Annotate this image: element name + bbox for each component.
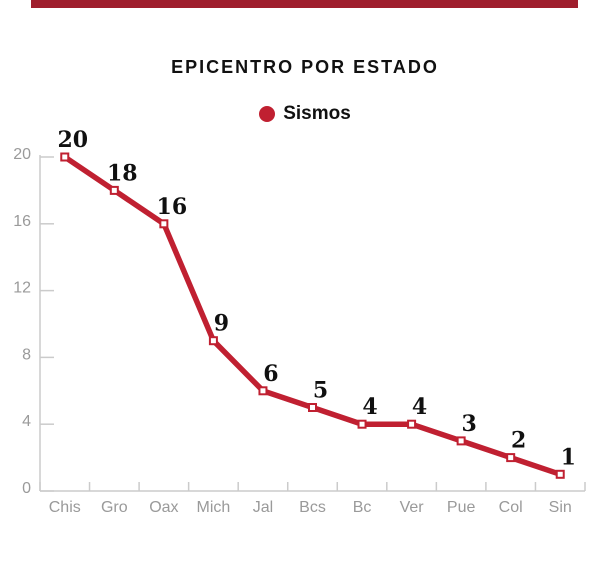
- y-tick-label: 8: [22, 346, 31, 363]
- data-point-value-label: 2: [511, 428, 526, 454]
- data-point-value-label: 9: [214, 311, 229, 337]
- data-point-value-label: 4: [412, 394, 427, 420]
- x-tick-label: Sin: [549, 499, 572, 516]
- x-tick-label: Bc: [353, 499, 372, 516]
- legend-marker-icon: [259, 106, 276, 122]
- data-point-marker: [208, 336, 218, 346]
- x-tick-label: Mich: [197, 499, 231, 516]
- data-point-marker: [456, 436, 466, 446]
- x-tick-label: Jal: [253, 499, 273, 516]
- data-point-marker: [308, 403, 317, 412]
- top-accent-bar: [31, 0, 578, 8]
- data-point-value-label: 18: [107, 160, 138, 186]
- data-point-marker: [109, 185, 119, 195]
- chart-title: EPICENTRO POR ESTADO: [171, 57, 439, 77]
- legend: Sismos: [0, 103, 610, 125]
- data-point-marker: [506, 453, 516, 463]
- data-point-marker: [357, 419, 367, 429]
- data-point-marker: [258, 386, 268, 396]
- data-point-marker: [555, 469, 565, 479]
- data-point-marker: [407, 419, 417, 429]
- data-point-value-label: 4: [362, 394, 377, 420]
- y-tick-label: 16: [13, 213, 31, 230]
- y-tick-label: 20: [13, 146, 31, 163]
- data-point-marker: [159, 219, 169, 229]
- legend-label: Sismos: [283, 103, 351, 124]
- data-point-marker: [60, 152, 70, 162]
- data-point-value-label: 16: [157, 194, 188, 220]
- x-tick-label: Col: [499, 499, 523, 516]
- data-point-value-label: 20: [57, 127, 88, 153]
- data-point-value-label: 5: [313, 378, 328, 404]
- data-point-value-label: 3: [461, 411, 476, 437]
- y-tick-label: 0: [22, 480, 31, 497]
- line-series: [63, 154, 562, 477]
- x-tick-label: Oax: [149, 499, 178, 516]
- y-tick-label: 4: [22, 413, 31, 430]
- data-point-value-label: 1: [561, 444, 576, 470]
- x-tick-label: Chis: [49, 499, 81, 516]
- x-tick-label: Pue: [447, 499, 476, 516]
- x-tick-label: Ver: [400, 499, 425, 516]
- x-tick-label: Bcs: [299, 499, 326, 516]
- y-tick-label: 12: [13, 280, 31, 297]
- x-tick-label: Gro: [101, 499, 128, 516]
- data-point-value-label: 6: [263, 361, 278, 387]
